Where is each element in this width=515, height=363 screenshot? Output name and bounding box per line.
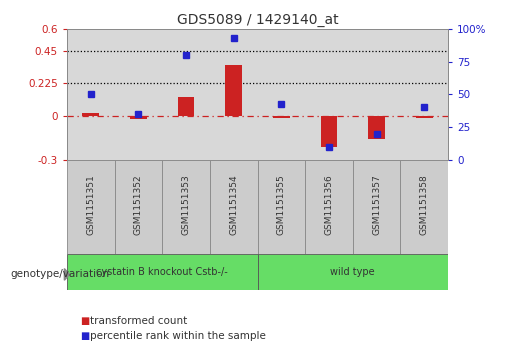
Text: GSM1151355: GSM1151355 [277, 174, 286, 234]
Bar [353, 29, 401, 160]
Bar [305, 29, 353, 160]
Bar [273, 116, 289, 118]
Text: ■: ■ [80, 331, 89, 341]
FancyBboxPatch shape [258, 254, 448, 290]
FancyBboxPatch shape [353, 160, 401, 254]
Bar [368, 116, 385, 139]
Text: genotype/variation: genotype/variation [10, 269, 109, 279]
Bar [226, 65, 242, 116]
Text: GSM1151354: GSM1151354 [229, 174, 238, 234]
Bar [162, 29, 210, 160]
Title: GDS5089 / 1429140_at: GDS5089 / 1429140_at [177, 13, 338, 26]
Text: GSM1151357: GSM1151357 [372, 174, 381, 234]
FancyBboxPatch shape [305, 160, 353, 254]
Text: GSM1151352: GSM1151352 [134, 174, 143, 234]
Bar [178, 97, 194, 116]
Bar [67, 29, 115, 160]
FancyBboxPatch shape [162, 160, 210, 254]
FancyBboxPatch shape [401, 160, 448, 254]
Text: wild type: wild type [331, 267, 375, 277]
FancyBboxPatch shape [67, 254, 258, 290]
Bar [321, 116, 337, 147]
Bar [130, 116, 147, 119]
Bar [401, 29, 448, 160]
Bar [114, 29, 162, 160]
Text: GSM1151356: GSM1151356 [324, 174, 333, 234]
FancyBboxPatch shape [210, 160, 258, 254]
Text: percentile rank within the sample: percentile rank within the sample [90, 331, 266, 341]
FancyBboxPatch shape [258, 160, 305, 254]
Bar [258, 29, 305, 160]
Text: ■: ■ [80, 316, 89, 326]
FancyBboxPatch shape [114, 160, 162, 254]
FancyBboxPatch shape [67, 160, 114, 254]
Text: GSM1151353: GSM1151353 [182, 174, 191, 234]
Text: transformed count: transformed count [90, 316, 187, 326]
Bar [416, 116, 433, 118]
Text: GSM1151358: GSM1151358 [420, 174, 428, 234]
Text: GSM1151351: GSM1151351 [87, 174, 95, 234]
Text: cystatin B knockout Cstb-/-: cystatin B knockout Cstb-/- [96, 267, 228, 277]
Bar [82, 113, 99, 116]
Bar [210, 29, 258, 160]
